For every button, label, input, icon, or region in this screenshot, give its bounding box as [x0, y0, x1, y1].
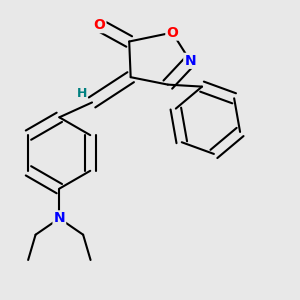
Text: N: N	[184, 54, 196, 68]
Text: H: H	[76, 87, 87, 100]
Text: O: O	[167, 26, 178, 40]
Text: O: O	[94, 18, 105, 32]
Text: N: N	[53, 212, 65, 225]
